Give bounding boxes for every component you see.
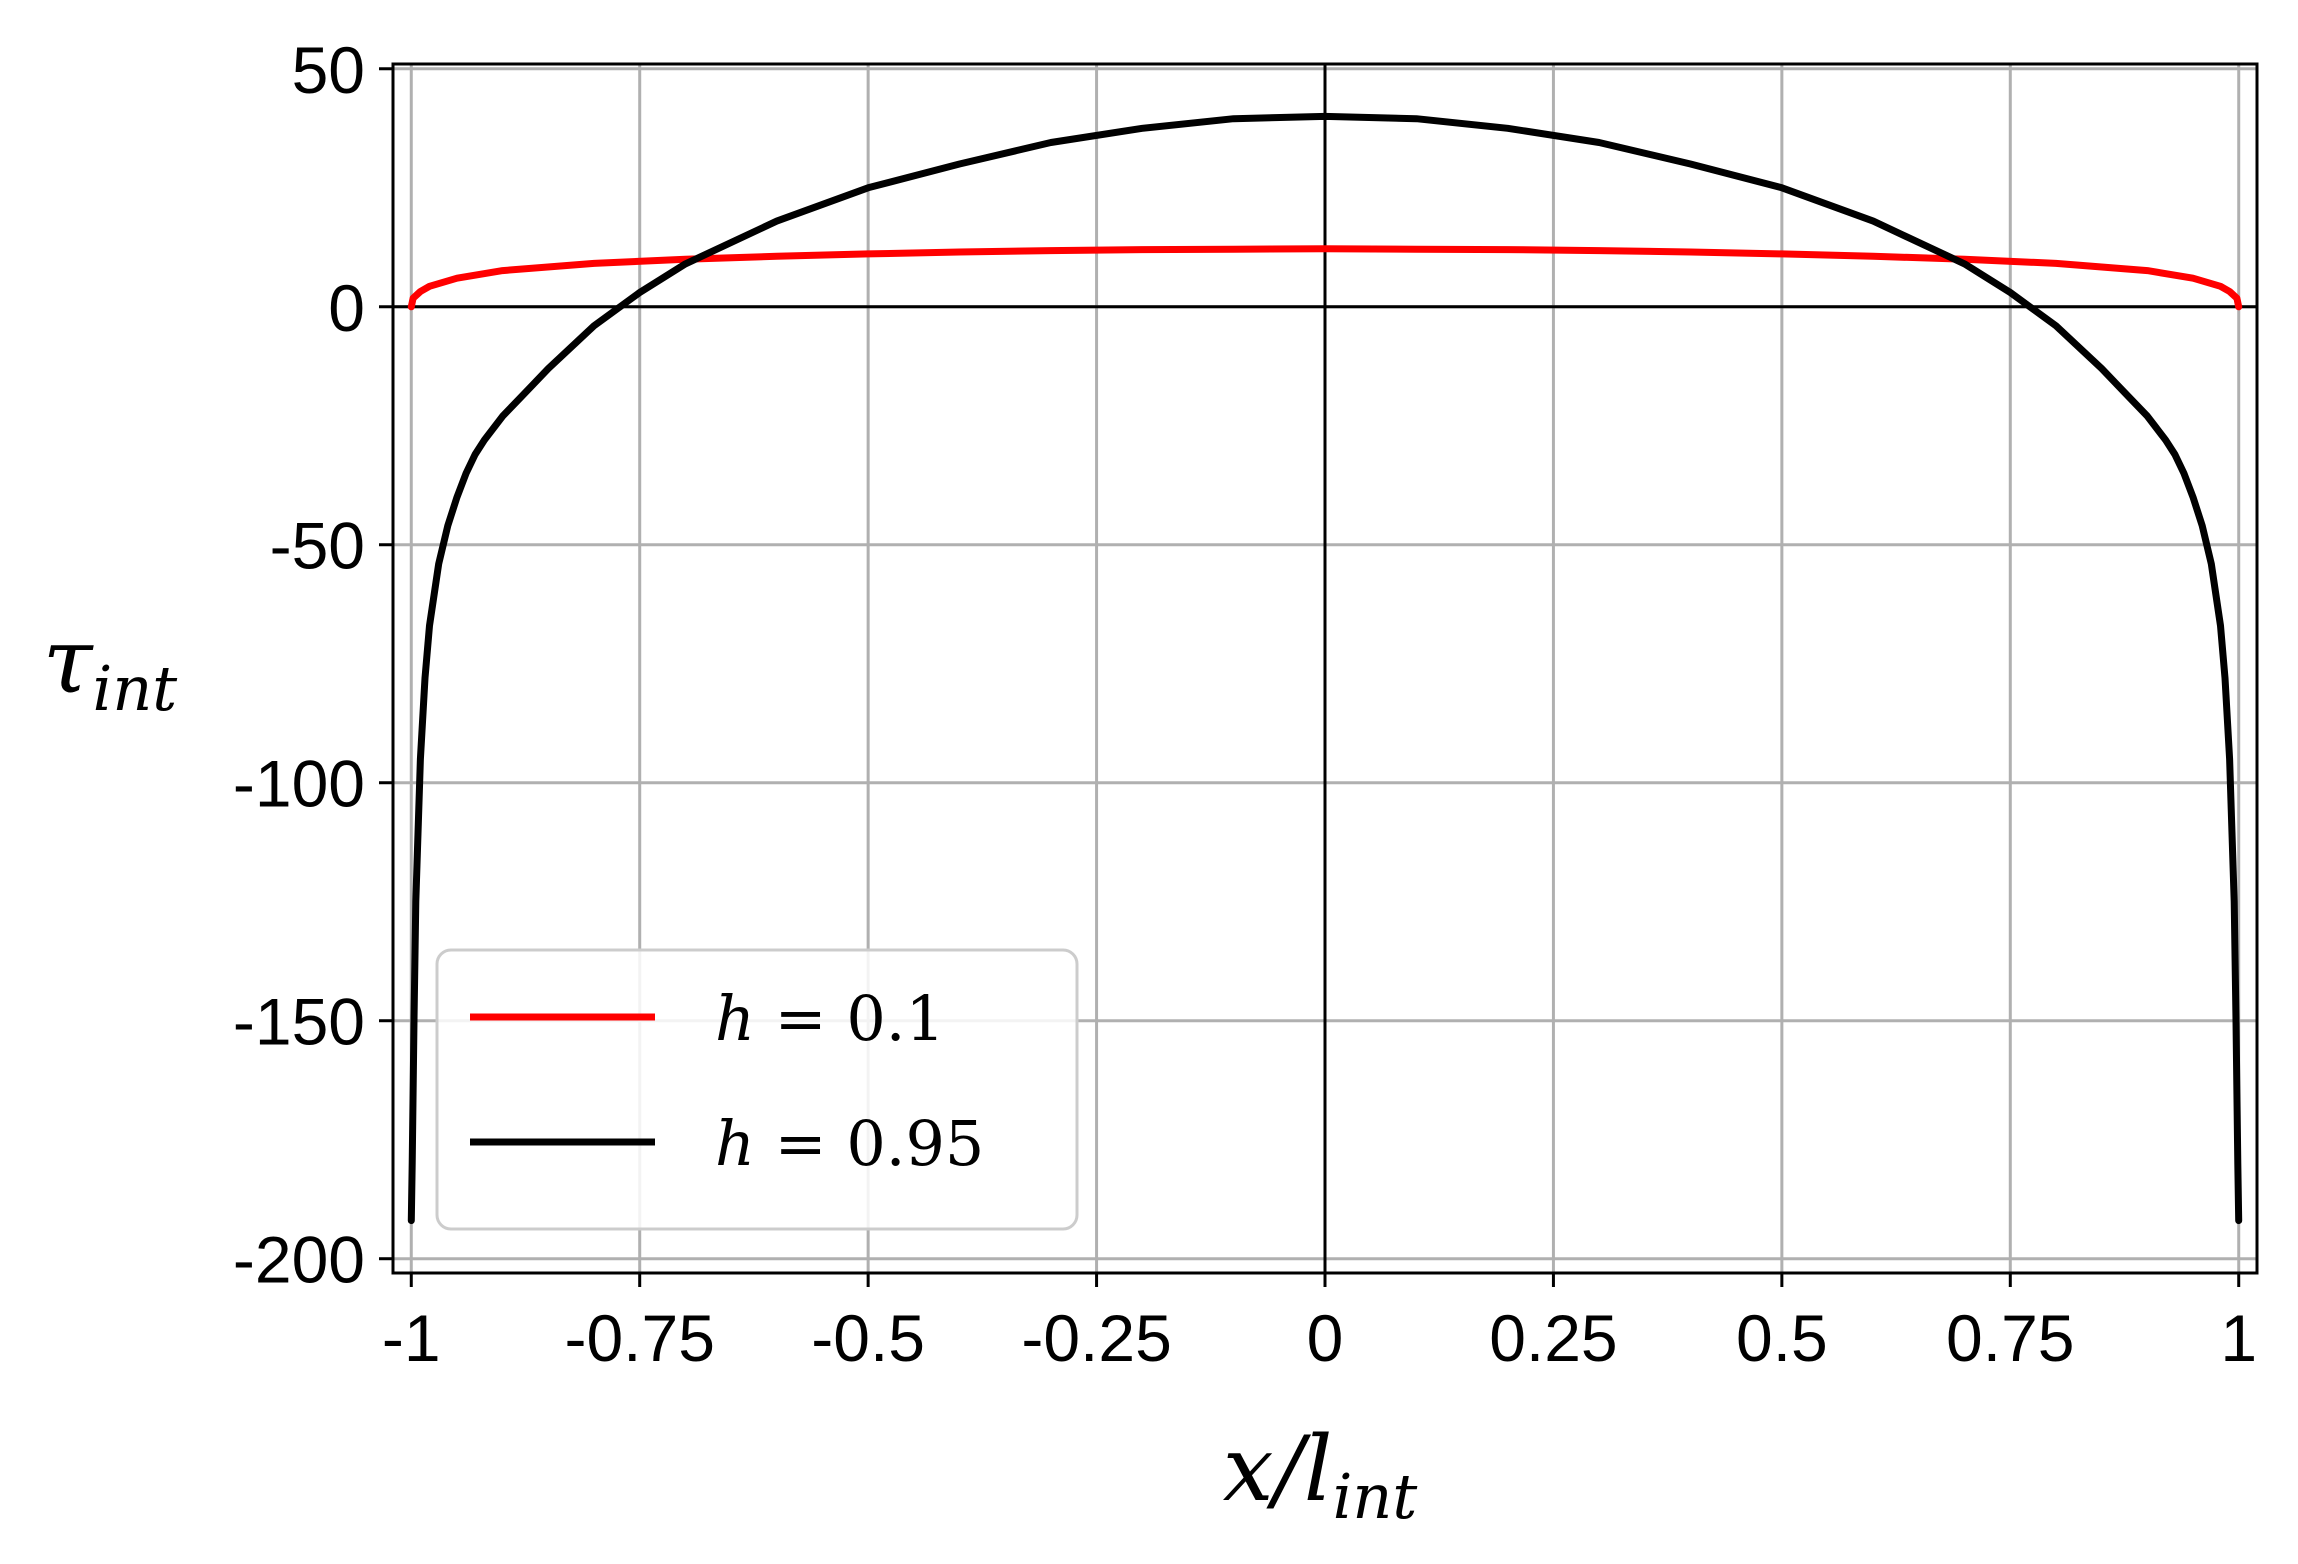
y-tick-label-3: -100 <box>233 747 365 821</box>
series-line-1 <box>407 112 2243 1225</box>
x-tick-labels: -1 -0.75 -0.5 -0.25 0 0.25 0.5 0.75 1 <box>382 1301 2257 1375</box>
legend-label-h-0.95: h = 0.95 <box>715 1107 984 1180</box>
y-tick-label-1: 0 <box>328 271 365 345</box>
series-line-0 <box>407 245 2243 311</box>
y-axis-label: τint <box>43 609 178 725</box>
axis-ticks <box>379 67 2241 1287</box>
x-axis-label: x/lint <box>1223 1417 1418 1533</box>
x-tick-label-0: -1 <box>382 1301 441 1375</box>
y-tick-label-4: -150 <box>233 985 365 1059</box>
y-tick-labels: 50 0 -50 -100 -150 -200 <box>233 33 365 1297</box>
x-tick-label-8: 1 <box>2220 1301 2257 1375</box>
series-lines <box>407 112 2243 1225</box>
y-tick-label-2: -50 <box>270 509 365 583</box>
legend-label-h-0.1: h = 0.1 <box>715 982 945 1055</box>
reference-lines <box>393 64 2257 1273</box>
x-tick-label-7: 0.75 <box>1946 1301 2074 1375</box>
x-tick-label-3: -0.25 <box>1021 1301 1171 1375</box>
legend: h = 0.1 h = 0.95 <box>435 948 1079 1231</box>
x-tick-label-6: 0.5 <box>1736 1301 1828 1375</box>
y-tick-label-5: -200 <box>233 1223 365 1297</box>
y-tick-label-0: 50 <box>292 33 365 107</box>
x-tick-label-1: -0.75 <box>564 1301 714 1375</box>
x-tick-label-4: 0 <box>1307 1301 1344 1375</box>
x-tick-label-5: 0.25 <box>1489 1301 1617 1375</box>
x-tick-label-2: -0.5 <box>811 1301 925 1375</box>
